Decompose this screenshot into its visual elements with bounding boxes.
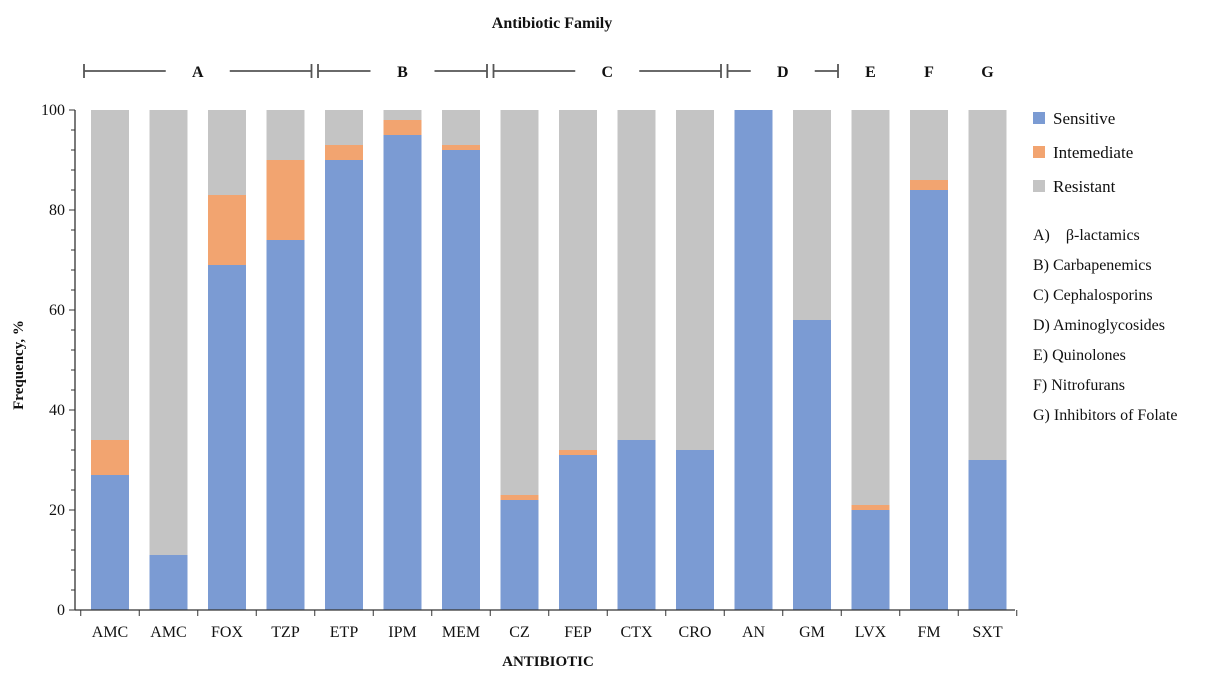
y-tick-label: 60 <box>49 302 65 319</box>
legend-swatch-resistant <box>1033 180 1045 192</box>
bar-sensitive-12 <box>793 320 831 610</box>
bar-sensitive-15 <box>968 460 1007 610</box>
x-tick-label: CRO <box>679 624 712 641</box>
x-tick-label: LVX <box>855 624 887 641</box>
bar-resistant-0 <box>91 110 129 440</box>
bar-intemediate-3 <box>266 160 305 240</box>
family-label: F <box>924 64 934 81</box>
bar-resistant-9 <box>617 110 656 440</box>
bar-resistant-4 <box>325 110 363 145</box>
bar-resistant-1 <box>149 110 188 555</box>
y-tick-label: 40 <box>49 402 65 419</box>
x-tick-label: AMC <box>92 624 128 641</box>
bar-resistant-5 <box>383 110 422 120</box>
bar-intemediate-4 <box>325 145 363 160</box>
family-brackets: A B C D E F G <box>83 64 994 81</box>
bar-resistant-6 <box>442 110 480 145</box>
y-tick-label: 20 <box>49 502 65 519</box>
family-label: C <box>601 64 613 81</box>
bar-intemediate-8 <box>559 450 597 455</box>
x-tick-label: FM <box>917 624 940 641</box>
bar-sensitive-4 <box>325 160 363 610</box>
legend-label: Sensitive <box>1053 109 1115 128</box>
bar-resistant-12 <box>793 110 831 320</box>
family-key-item: F) Nitrofurans <box>1033 377 1125 394</box>
family-label: A <box>192 64 204 81</box>
y-tick-label: 80 <box>49 202 65 219</box>
bar-sensitive-1 <box>149 555 188 610</box>
x-tick-label: AN <box>742 624 766 641</box>
bar-sensitive-8 <box>559 455 597 610</box>
legend-swatch-sensitive <box>1033 112 1045 124</box>
x-tick-label: ETP <box>330 624 359 641</box>
family-key-item: G) Inhibitors of Folate <box>1033 407 1177 424</box>
bar-resistant-13 <box>851 110 890 505</box>
legend-swatch-intemediate <box>1033 146 1045 158</box>
bar-sensitive-14 <box>910 190 948 610</box>
bar-intemediate-0 <box>91 440 129 475</box>
x-tick-label: SXT <box>972 624 1002 641</box>
axes: 0 20 40 60 80 100 AMC AMC FOX TZP ETP IPM MEM CZ FEP CT… <box>41 102 1018 641</box>
bar-resistant-7 <box>500 110 539 495</box>
family-label: E <box>865 64 876 81</box>
bar-intemediate-13 <box>851 505 890 510</box>
chart-title: Antibiotic Family <box>492 15 612 32</box>
bar-intemediate-5 <box>383 120 422 135</box>
bars <box>91 110 1007 610</box>
bar-sensitive-2 <box>208 265 246 610</box>
bar-sensitive-10 <box>676 450 714 610</box>
bar-sensitive-3 <box>266 240 305 610</box>
bar-sensitive-0 <box>91 475 129 610</box>
x-tick-label: FOX <box>211 624 243 641</box>
bar-sensitive-5 <box>383 135 422 610</box>
bar-intemediate-2 <box>208 195 246 265</box>
family-key-item: B) Carbapenemics <box>1033 257 1152 274</box>
bar-resistant-8 <box>559 110 597 450</box>
bar-resistant-3 <box>266 110 305 160</box>
family-key-item: A) β-lactamics <box>1033 227 1140 244</box>
bar-resistant-10 <box>676 110 714 450</box>
family-label: B <box>397 64 408 81</box>
bar-resistant-15 <box>968 110 1007 460</box>
family-label: D <box>777 64 789 81</box>
legend-label: Intemediate <box>1053 143 1133 162</box>
y-tick-label: 0 <box>57 602 65 619</box>
y-tick-label: 100 <box>41 102 65 119</box>
bar-sensitive-11 <box>734 110 773 610</box>
bar-intemediate-7 <box>500 495 539 500</box>
family-key-item: D) Aminoglycosides <box>1033 317 1165 334</box>
family-key-item: E) Quinolones <box>1033 347 1126 364</box>
bar-intemediate-6 <box>442 145 480 150</box>
x-tick-label: MEM <box>442 624 480 641</box>
x-tick-label: IPM <box>388 624 416 641</box>
bar-resistant-2 <box>208 110 246 195</box>
legend-label: Resistant <box>1053 177 1116 196</box>
bar-intemediate-14 <box>910 180 948 190</box>
bar-resistant-14 <box>910 110 948 180</box>
y-axis-label: Frequency, % <box>11 320 27 410</box>
x-tick-label: CZ <box>509 624 529 641</box>
x-tick-label: TZP <box>271 624 300 641</box>
x-tick-label: AMC <box>150 624 186 641</box>
legend: Sensitive Intemediate Resistant A) β-lactam… <box>1033 109 1177 424</box>
x-axis-label: ANTIBIOTIC <box>502 654 594 670</box>
family-label: G <box>981 64 994 81</box>
bar-sensitive-13 <box>851 510 890 610</box>
x-tick-label: FEP <box>564 624 592 641</box>
family-key-item: C) Cephalosporins <box>1033 287 1153 304</box>
x-tick-label: GM <box>799 624 825 641</box>
bar-sensitive-7 <box>500 500 539 610</box>
bar-sensitive-6 <box>442 150 480 610</box>
x-tick-label: CTX <box>621 624 653 641</box>
bar-sensitive-9 <box>617 440 656 610</box>
